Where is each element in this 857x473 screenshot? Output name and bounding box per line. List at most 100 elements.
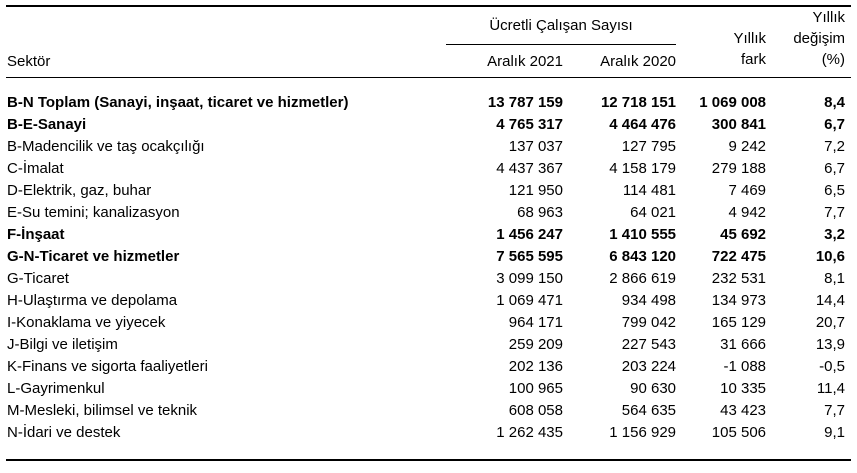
dec2021-cell: 608 058: [508, 402, 563, 419]
column-header-aralik-2021: Aralık 2021: [446, 44, 563, 79]
table-row-ticaret: G-Ticaret 3 099 150 2 866 619 232 531 8,…: [6, 268, 851, 290]
yillik-degisim-cell: 6,7: [824, 116, 846, 133]
header-line: Yıllık: [812, 9, 846, 26]
table-row-mesleki: M-Mesleki, bilimsel ve teknik 608 058 56…: [6, 400, 851, 422]
column-header-sektor: Sektör: [6, 6, 446, 78]
yillik-degisim-cell: -0,5: [819, 358, 846, 375]
yillik-degisim-cell: 6,7: [824, 160, 846, 177]
yillik-fark-cell: -1 088: [723, 358, 767, 375]
yillik-fark-cell: 7 469: [728, 182, 767, 199]
yillik-fark-cell: 45 692: [720, 226, 767, 243]
table-header: Sektör Ücretli Çalışan Sayısı Yıllık far…: [6, 6, 852, 79]
sector-cell: B-E-Sanayi: [7, 116, 87, 133]
dec2020-cell: 4 464 476: [609, 116, 677, 133]
sector-cell: L-Gayrimenkul: [7, 380, 105, 397]
sector-cell: G-N-Ticaret ve hizmetler: [7, 248, 180, 265]
dec2021-cell: 13 787 159: [487, 94, 563, 111]
table-row-imalat: C-İmalat 4 437 367 4 158 179 279 188 6,7: [6, 158, 851, 180]
table-row-be-sanayi: B-E-Sanayi 4 765 317 4 464 476 300 841 6…: [6, 114, 851, 136]
dec2021-cell: 137 037: [508, 138, 563, 155]
dec2021-cell: 68 963: [517, 204, 563, 221]
dec2020-cell: 203 224: [621, 358, 677, 375]
sector-cell: I-Konaklama ve yiyecek: [7, 314, 166, 331]
yillik-degisim-cell: 20,7: [815, 314, 846, 331]
yillik-degisim-cell: 6,5: [824, 182, 846, 199]
table-row-ulastirma: H-Ulaştırma ve depolama 1 069 471 934 49…: [6, 290, 851, 312]
yillik-fark-cell: 300 841: [711, 116, 767, 133]
yillik-fark-cell: 105 506: [711, 424, 767, 441]
yillik-fark-cell: 9 242: [728, 138, 767, 155]
dec2020-cell: 2 866 619: [609, 270, 677, 287]
dec2021-cell: 4 437 367: [496, 160, 563, 177]
yillik-degisim-cell: 11,4: [816, 380, 846, 397]
header-line: değişim: [793, 30, 846, 47]
table-row-gn-ticaret-hizmetler: G-N-Ticaret ve hizmetler 7 565 595 6 843…: [6, 246, 851, 268]
yillik-fark-cell: 165 129: [711, 314, 767, 331]
table-row-konaklama: I-Konaklama ve yiyecek 964 171 799 042 1…: [6, 312, 851, 334]
sector-cell: N-İdari ve destek: [7, 424, 121, 441]
yillik-degisim-cell: 7,7: [824, 204, 846, 221]
sector-cell: K-Finans ve sigorta faaliyetleri: [7, 358, 208, 375]
sector-cell: M-Mesleki, bilimsel ve teknik: [7, 402, 198, 419]
sector-cell: J-Bilgi ve iletişim: [7, 336, 118, 353]
yillik-degisim-cell: 13,9: [815, 336, 846, 353]
yillik-degisim-cell: 10,6: [815, 248, 846, 265]
table-row-bn-toplam: B-N Toplam (Sanayi, inşaat, ticaret ve h…: [6, 78, 851, 115]
dec2020-cell: 64 021: [630, 204, 677, 221]
dec2021-cell: 7 565 595: [496, 248, 563, 265]
dec2020-cell: 4 158 179: [609, 160, 677, 177]
yillik-fark-cell: 232 531: [711, 270, 767, 287]
dec2020-cell: 6 843 120: [609, 248, 677, 265]
sector-cell: B-N Toplam (Sanayi, inşaat, ticaret ve h…: [7, 94, 349, 111]
table-row-idari-destek: N-İdari ve destek 1 262 435 1 156 929 10…: [6, 422, 851, 460]
column-group-header-ucretli-calisan-sayisi: Ücretli Çalışan Sayısı: [446, 6, 677, 45]
dec2021-cell: 259 209: [508, 336, 563, 353]
dec2021-cell: 964 171: [508, 314, 563, 331]
column-header-aralik-2020: Aralık 2020: [563, 44, 677, 79]
yillik-fark-cell: 134 973: [711, 292, 767, 309]
header-line: Yıllık: [733, 30, 767, 47]
dec2021-cell: 1 456 247: [496, 226, 563, 243]
dec2021-cell: 1 262 435: [496, 424, 563, 441]
yillik-fark-cell: 722 475: [711, 248, 767, 265]
sector-cell: B-Madencilik ve taş ocakçılığı: [7, 138, 205, 155]
table-row-finans: K-Finans ve sigorta faaliyetleri 202 136…: [6, 356, 851, 378]
column-header-yillik-degisim: Yıllık değişim (%): [766, 6, 852, 78]
dec2020-cell: 127 795: [621, 138, 677, 155]
table-body: B-N Toplam (Sanayi, inşaat, ticaret ve h…: [6, 78, 851, 461]
sector-cell: D-Elektrik, gaz, buhar: [7, 182, 152, 199]
table-row-su-temini: E-Su temini; kanalizasyon 68 963 64 021 …: [6, 202, 851, 224]
yillik-fark-cell: 10 335: [720, 380, 767, 397]
employment-table: Sektör Ücretli Çalışan Sayısı Yıllık far…: [6, 5, 852, 461]
table-row-gayrimenkul: L-Gayrimenkul 100 965 90 630 10 335 11,4: [6, 378, 851, 400]
table-row-bilgi-iletisim: J-Bilgi ve iletişim 259 209 227 543 31 6…: [6, 334, 851, 356]
dec2021-cell: 202 136: [508, 358, 563, 375]
dec2021-cell: 121 950: [508, 182, 563, 199]
dec2021-cell: 3 099 150: [496, 270, 563, 287]
dec2020-cell: 934 498: [621, 292, 677, 309]
yillik-degisim-cell: 7,2: [824, 138, 846, 155]
header-line: fark: [741, 51, 767, 68]
dec2021-cell: 100 965: [508, 380, 563, 397]
yillik-fark-cell: 279 188: [711, 160, 767, 177]
yillik-degisim-cell: 14,4: [815, 292, 846, 309]
yillik-degisim-cell: 8,1: [824, 270, 846, 287]
dec2020-cell: 227 543: [621, 336, 677, 353]
dec2020-cell: 12 718 151: [600, 94, 677, 111]
yillik-degisim-cell: 8,4: [824, 94, 846, 111]
dec2020-cell: 1 410 555: [609, 226, 677, 243]
column-header-yillik-fark: Yıllık fark: [676, 6, 767, 78]
table-row-elektrik: D-Elektrik, gaz, buhar 121 950 114 481 7…: [6, 180, 851, 202]
dec2021-cell: 4 765 317: [496, 116, 563, 133]
dec2020-cell: 799 042: [621, 314, 677, 331]
yillik-fark-cell: 1 069 008: [699, 94, 767, 111]
yillik-degisim-cell: 9,1: [824, 424, 846, 441]
yillik-degisim-cell: 3,2: [824, 226, 846, 243]
dec2021-cell: 1 069 471: [496, 292, 563, 309]
yillik-degisim-cell: 7,7: [824, 402, 846, 419]
table-row-madencilik: B-Madencilik ve taş ocakçılığı 137 037 1…: [6, 136, 851, 158]
sector-cell: G-Ticaret: [7, 270, 69, 287]
sector-cell: E-Su temini; kanalizasyon: [7, 204, 180, 221]
yillik-fark-cell: 4 942: [728, 204, 767, 221]
